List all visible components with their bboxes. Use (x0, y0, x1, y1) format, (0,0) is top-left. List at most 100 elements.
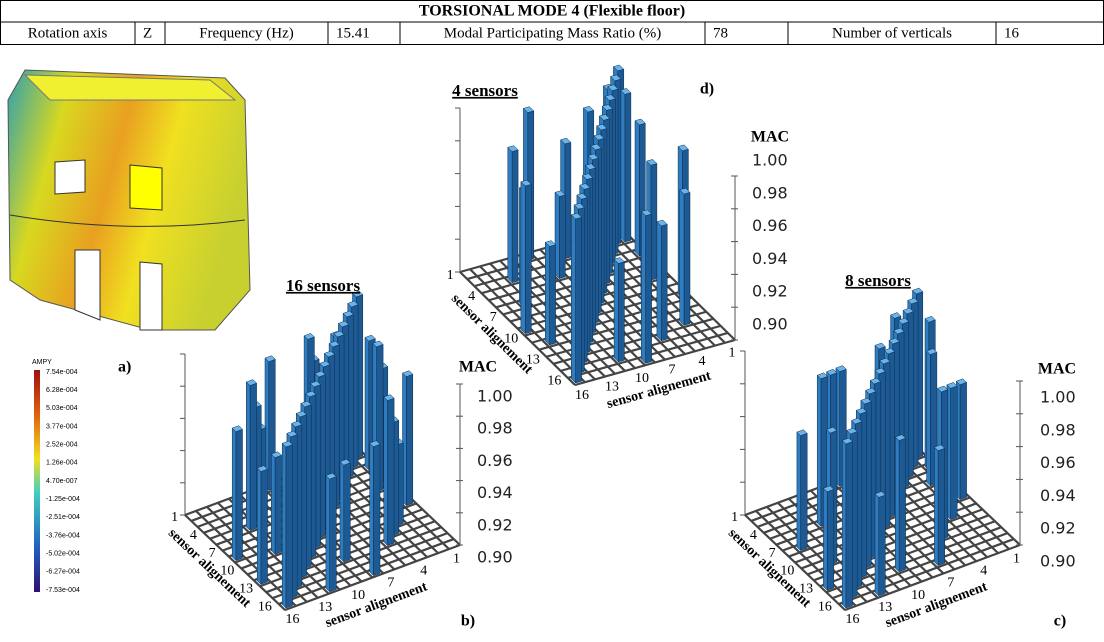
table-cell: Frequency (Hz) (199, 25, 294, 41)
bar-face (271, 454, 275, 554)
col-tick-label: 16 (285, 612, 299, 627)
bar-face (257, 468, 261, 584)
col-tick-label: 1 (729, 346, 736, 361)
bar-face (635, 121, 639, 256)
bar (657, 220, 667, 341)
bar-face (330, 477, 337, 592)
bar (797, 430, 807, 551)
bar-face (846, 442, 853, 608)
legend-label: -1.25e-004 (46, 496, 80, 503)
legend-label: -7.53e-004 (46, 587, 80, 594)
bar-face (927, 351, 931, 486)
bar (555, 191, 565, 279)
z-tick-label: 0.98 (477, 419, 513, 438)
bar (823, 486, 833, 590)
col-tick-label: 7 (387, 576, 394, 591)
legend-label: -3.76e-004 (46, 532, 80, 539)
bar (614, 258, 624, 362)
bar-face (286, 445, 293, 608)
panel-label: d) (700, 81, 714, 98)
z-tick-label: 1.00 (752, 151, 788, 170)
bar-face (641, 212, 645, 364)
col-tick-label: 13 (605, 379, 619, 394)
bar-face (823, 488, 827, 590)
bar-face (365, 338, 369, 470)
col-tick-label: 4 (699, 354, 706, 369)
bar (246, 380, 256, 531)
bar-face (875, 494, 879, 596)
table-cell: 16 (1004, 25, 1020, 41)
bar-face (282, 443, 286, 608)
col-tick-label: 16 (575, 388, 589, 403)
bar (571, 213, 581, 383)
z-tick-label: 0.90 (752, 315, 788, 334)
legend-label: -2.51e-004 (46, 514, 80, 521)
z-tick-label: 0.96 (752, 216, 788, 235)
z-tick-label: 0.96 (477, 451, 513, 470)
bar-face (571, 215, 575, 383)
bar-face (559, 195, 565, 279)
z-tick-label: 0.92 (1040, 519, 1076, 538)
table-cell: 15.41 (336, 25, 370, 41)
legend-label: 2.52e-004 (46, 442, 78, 449)
legend-title: AMPY (32, 359, 52, 366)
legend-label: -5.02e-004 (46, 551, 80, 558)
bar-face (326, 476, 330, 592)
bar-face (246, 382, 250, 531)
z-tick-label: 1.00 (477, 387, 513, 406)
bar-face (565, 142, 571, 258)
col-tick-label: 1 (453, 551, 460, 566)
legend-label: 3.77e-004 (46, 423, 78, 430)
z-axis-label: MAC (1038, 361, 1076, 378)
col-tick-label: 13 (878, 600, 892, 615)
table-cell: Z (143, 25, 152, 41)
legend-label: 7.54e-004 (46, 369, 78, 376)
row-tick-label: 16 (818, 599, 832, 614)
bar-face (621, 90, 625, 242)
row-tick-label: 1 (447, 268, 454, 283)
legend-bar (34, 370, 40, 592)
col-tick-label: 10 (635, 371, 649, 386)
bar (875, 491, 885, 595)
bar (340, 459, 350, 562)
opening (140, 262, 162, 330)
panel-label: a) (118, 359, 131, 376)
table-cell: Rotation axis (28, 25, 108, 41)
bar-face (680, 190, 684, 325)
bar (934, 445, 944, 566)
bar-face (646, 214, 652, 363)
legend-label: 1.26e-004 (46, 460, 78, 467)
panel-label: c) (1054, 613, 1066, 630)
col-tick-label: 16 (845, 612, 859, 627)
z-tick-label: 0.90 (1040, 552, 1076, 571)
z-tick-label: 0.92 (752, 282, 788, 301)
bar-face (960, 382, 967, 499)
bar-face (373, 444, 380, 575)
bar (326, 473, 336, 592)
col-tick-label: 4 (420, 563, 427, 578)
bar-face (895, 437, 899, 572)
bar-face (801, 433, 808, 550)
window (55, 160, 85, 194)
bar-face (934, 447, 938, 565)
bar-face (261, 469, 268, 584)
row-tick-label: 16 (547, 374, 561, 389)
bar-face (370, 443, 374, 575)
bar-face (250, 383, 257, 530)
row-tick-label: 1 (171, 510, 178, 525)
bar-face (344, 463, 351, 562)
bar (545, 241, 555, 345)
bar (947, 382, 957, 519)
bar-face (576, 217, 582, 383)
bar-face (951, 386, 958, 520)
bar (641, 210, 651, 363)
z-axis-label: MAC (751, 129, 789, 146)
bar (508, 146, 518, 283)
window (130, 165, 162, 210)
chart-title: 4 sensors (452, 81, 518, 100)
bar-face (388, 398, 395, 545)
z-tick-label: 0.92 (477, 515, 513, 534)
table-cell: Number of verticals (832, 25, 952, 41)
row-tick-label: 1 (731, 510, 738, 525)
col-tick-label: 13 (318, 600, 332, 615)
